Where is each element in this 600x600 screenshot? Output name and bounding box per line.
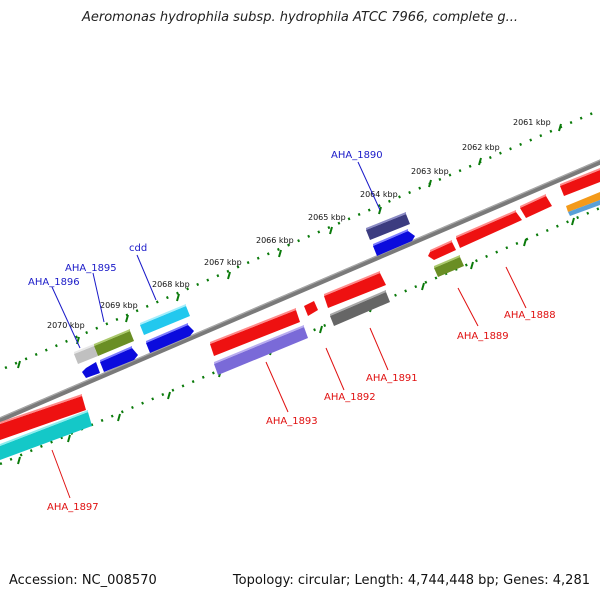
gene-label[interactable]: cdd	[129, 243, 147, 254]
gene-label[interactable]: AHA_1891	[366, 373, 418, 384]
tick-label: 2067 kbp	[204, 258, 242, 267]
tick-label: 2069 kbp	[100, 301, 138, 310]
gene-blue-arrow[interactable]	[146, 323, 194, 353]
gene-blue-arrow[interactable]	[82, 362, 100, 378]
gene-red-arrow[interactable]	[560, 168, 600, 196]
tick-label: 2061 kbp	[513, 118, 551, 127]
tick-label: 2070 kbp	[47, 321, 85, 330]
gene-AHA_1897[interactable]	[0, 394, 86, 440]
gene-label[interactable]: AHA_1890	[331, 150, 383, 161]
tick-label: 2063 kbp	[411, 167, 449, 176]
gene-AHA_1895[interactable]	[94, 329, 134, 356]
gene-AHA_1891[interactable]	[324, 271, 386, 308]
tick-label: 2066 kbp	[256, 236, 294, 245]
gene-AHA_1890[interactable]	[366, 212, 410, 240]
gene-AHA_1888[interactable]	[520, 194, 552, 218]
genome-backbone-shade	[0, 159, 600, 419]
gene-label[interactable]: AHA_1889	[457, 331, 509, 342]
label-leaders-top	[51, 161, 381, 349]
gene-label[interactable]: AHA_1892	[324, 392, 376, 403]
gene-AHA_1892[interactable]	[304, 301, 318, 316]
scale-track-top	[4, 108, 600, 370]
gene-teal[interactable]	[0, 410, 92, 460]
gene-label[interactable]: AHA_1893	[266, 416, 318, 427]
gene-AHA_1896[interactable]	[74, 344, 98, 364]
genome-backbone	[0, 159, 600, 423]
gene-blue-arrow[interactable]	[373, 229, 415, 256]
accession-text: Accession: NC_008570	[9, 573, 157, 588]
label-leaders-bottom	[51, 266, 527, 499]
page-title: Aeromonas hydrophila subsp. hydrophila A…	[81, 10, 519, 25]
gene-gray[interactable]	[330, 290, 390, 326]
tick-label: 2062 kbp	[462, 143, 500, 152]
tick-label: 2064 kbp	[360, 190, 398, 199]
gene-AHA_1889[interactable]	[434, 255, 464, 277]
gene-purple[interactable]	[214, 325, 308, 375]
gene-red-arrow[interactable]	[456, 210, 522, 248]
gene-AHA_1893[interactable]	[210, 308, 300, 356]
major-ticks-bottom	[17, 217, 575, 465]
topology-text: Topology: circular; Length: 4,744,448 bp…	[232, 573, 590, 588]
gene-label[interactable]: AHA_1896	[28, 277, 80, 288]
gene-orange[interactable]	[566, 192, 600, 216]
gene-blue-arrow[interactable]	[100, 346, 138, 372]
gene-label[interactable]: AHA_1888	[504, 310, 556, 321]
gene-label[interactable]: AHA_1897	[47, 502, 99, 513]
gene-red-arrow[interactable]	[428, 240, 456, 260]
gene-label[interactable]: AHA_1895	[65, 263, 117, 274]
gene-cdd[interactable]	[140, 304, 190, 335]
tick-label: 2068 kbp	[152, 280, 190, 289]
tick-label: 2065 kbp	[308, 213, 346, 222]
